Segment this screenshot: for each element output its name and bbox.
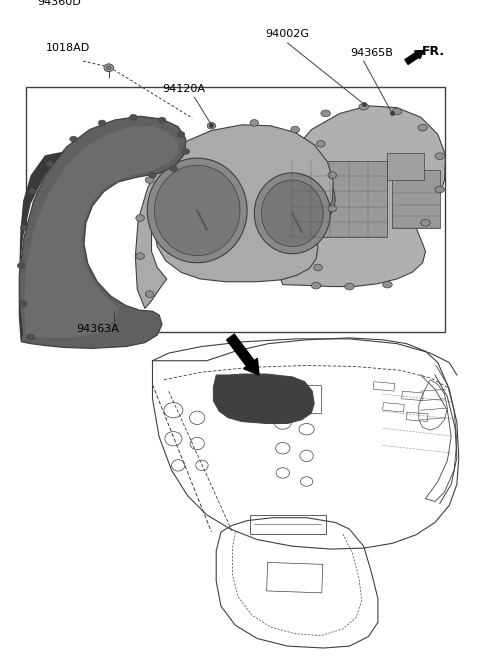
Bar bbox=[402, 391, 423, 401]
Ellipse shape bbox=[288, 131, 297, 138]
Ellipse shape bbox=[254, 173, 330, 254]
Polygon shape bbox=[135, 125, 333, 308]
Bar bbox=[266, 562, 323, 593]
Polygon shape bbox=[24, 125, 178, 338]
Ellipse shape bbox=[312, 283, 321, 289]
Ellipse shape bbox=[328, 172, 336, 179]
FancyArrow shape bbox=[227, 334, 259, 375]
Bar bbox=[387, 153, 423, 180]
Polygon shape bbox=[214, 374, 314, 424]
Ellipse shape bbox=[147, 158, 247, 263]
Ellipse shape bbox=[297, 175, 335, 223]
Text: 94363A: 94363A bbox=[76, 324, 119, 334]
Ellipse shape bbox=[291, 126, 300, 133]
Ellipse shape bbox=[383, 281, 392, 288]
Ellipse shape bbox=[303, 182, 329, 216]
Ellipse shape bbox=[418, 124, 427, 131]
Ellipse shape bbox=[278, 253, 288, 260]
Text: 94002G: 94002G bbox=[265, 29, 310, 39]
Ellipse shape bbox=[46, 161, 54, 167]
Polygon shape bbox=[19, 116, 186, 348]
Ellipse shape bbox=[435, 186, 444, 193]
Text: 1018AD: 1018AD bbox=[46, 43, 90, 53]
Ellipse shape bbox=[177, 131, 185, 137]
Ellipse shape bbox=[70, 136, 77, 142]
Ellipse shape bbox=[271, 210, 281, 217]
Ellipse shape bbox=[345, 283, 354, 290]
Ellipse shape bbox=[207, 122, 216, 129]
Ellipse shape bbox=[317, 141, 325, 147]
Ellipse shape bbox=[104, 64, 113, 72]
Ellipse shape bbox=[321, 110, 330, 117]
Ellipse shape bbox=[149, 172, 156, 178]
Ellipse shape bbox=[314, 264, 322, 271]
Ellipse shape bbox=[435, 153, 444, 160]
Ellipse shape bbox=[164, 141, 173, 147]
Text: 94120A: 94120A bbox=[162, 84, 205, 95]
Bar bbox=[373, 382, 395, 391]
Bar bbox=[383, 403, 404, 412]
FancyArrow shape bbox=[405, 51, 423, 64]
Ellipse shape bbox=[250, 120, 259, 126]
Text: FR.: FR. bbox=[421, 45, 444, 58]
Polygon shape bbox=[19, 152, 64, 342]
Ellipse shape bbox=[182, 148, 190, 154]
Bar bbox=[292, 161, 387, 237]
Ellipse shape bbox=[136, 215, 144, 221]
Ellipse shape bbox=[19, 301, 27, 307]
Ellipse shape bbox=[145, 177, 154, 183]
Bar bbox=[392, 170, 440, 227]
Ellipse shape bbox=[17, 263, 25, 269]
Ellipse shape bbox=[273, 167, 283, 174]
Text: 94360D: 94360D bbox=[37, 0, 81, 7]
Ellipse shape bbox=[145, 291, 154, 298]
Bar bbox=[254, 384, 321, 413]
Ellipse shape bbox=[98, 120, 106, 125]
Bar bbox=[250, 515, 325, 534]
Ellipse shape bbox=[27, 334, 35, 340]
Polygon shape bbox=[270, 106, 445, 286]
Ellipse shape bbox=[421, 219, 430, 226]
Ellipse shape bbox=[262, 180, 323, 246]
Bar bbox=[407, 412, 428, 422]
Ellipse shape bbox=[328, 205, 336, 212]
Ellipse shape bbox=[20, 225, 28, 231]
Ellipse shape bbox=[107, 66, 111, 70]
Ellipse shape bbox=[169, 166, 177, 171]
Ellipse shape bbox=[158, 117, 166, 123]
Ellipse shape bbox=[359, 103, 369, 110]
Ellipse shape bbox=[136, 253, 144, 260]
Ellipse shape bbox=[392, 108, 402, 115]
Ellipse shape bbox=[29, 189, 36, 194]
Ellipse shape bbox=[155, 166, 240, 256]
Ellipse shape bbox=[130, 114, 137, 120]
Text: 94365B: 94365B bbox=[350, 48, 393, 58]
